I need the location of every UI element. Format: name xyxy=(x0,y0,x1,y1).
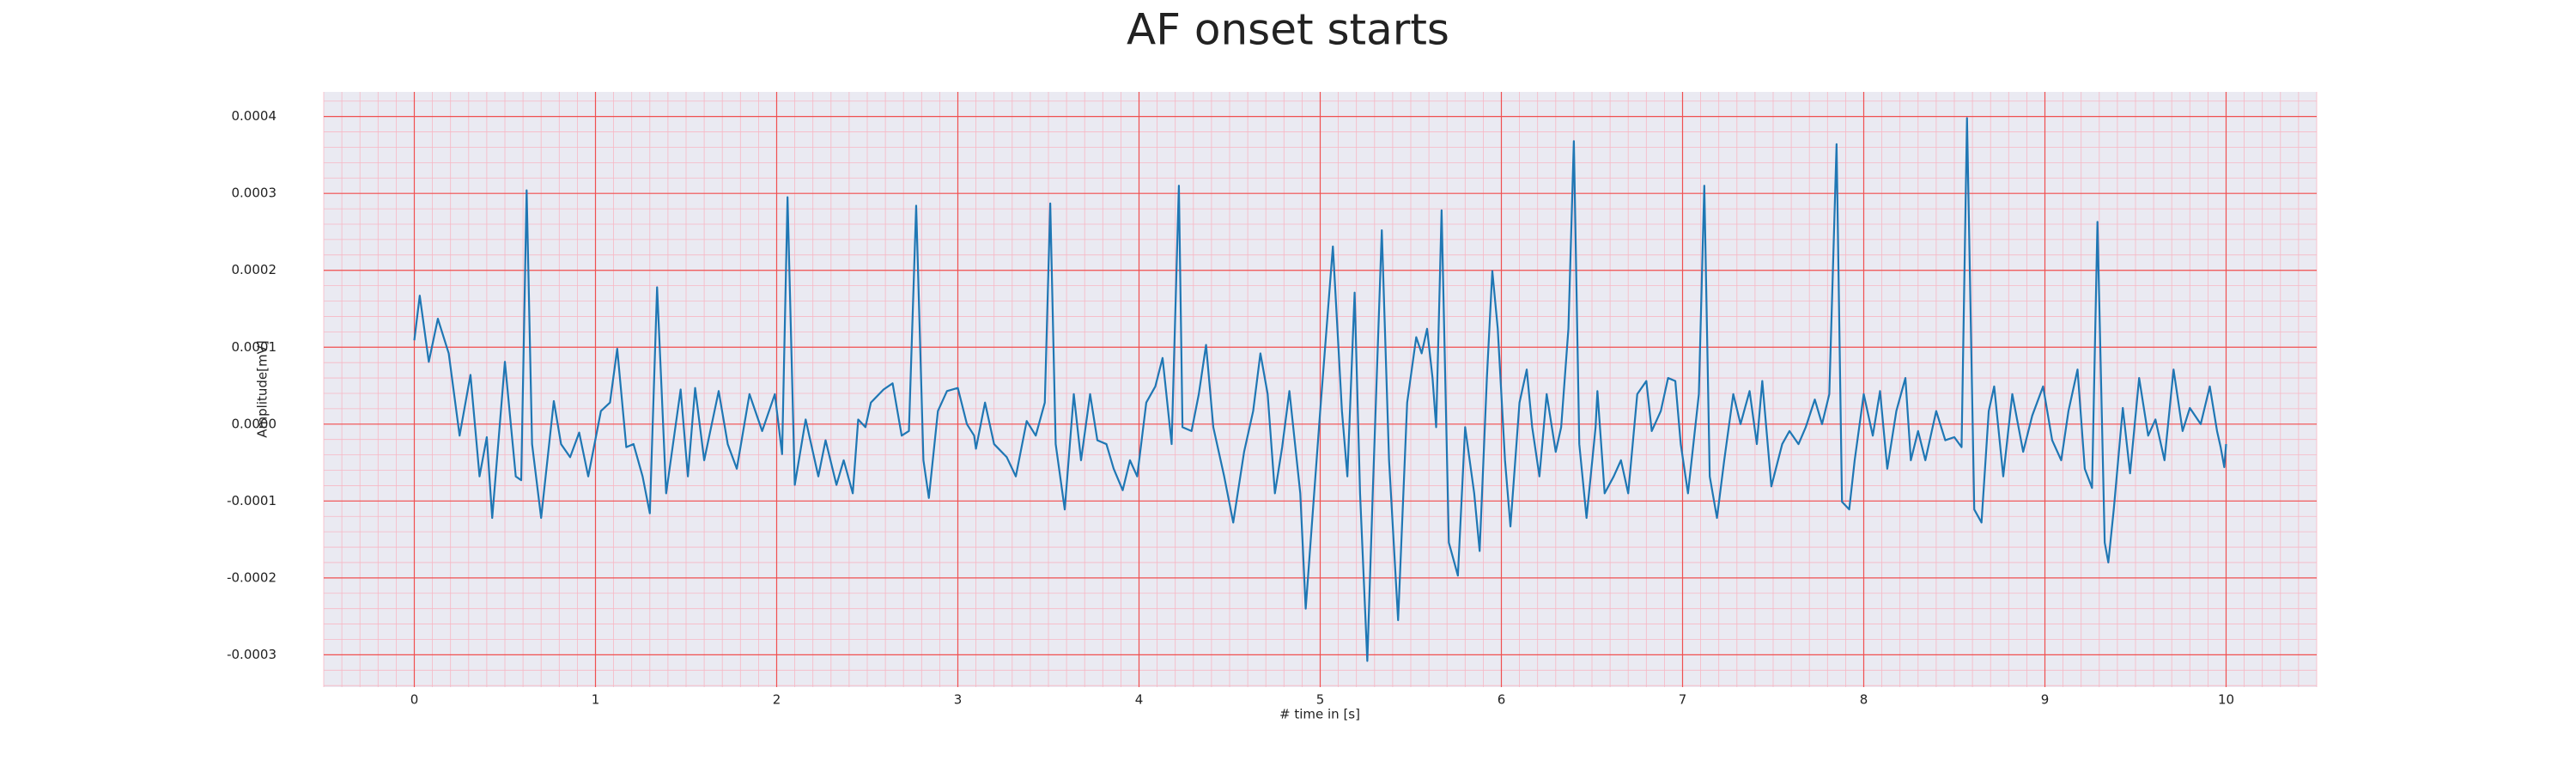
x-tick-label: 4 xyxy=(1135,692,1144,708)
marks xyxy=(413,117,2227,662)
x-tick-label: 0 xyxy=(410,692,419,708)
y-axis-label: Amplitude[mV] xyxy=(255,340,270,437)
grid xyxy=(323,92,2318,687)
signal-line xyxy=(413,117,2227,662)
y-tick-label: -0.0002 xyxy=(227,569,276,585)
x-tick-label: 8 xyxy=(1860,692,1868,708)
x-tick-label: 1 xyxy=(592,692,600,708)
y-tick-label: 0.0002 xyxy=(232,262,277,277)
x-tick-label: 5 xyxy=(1316,692,1325,708)
y-tick-label: 0.0003 xyxy=(232,186,277,201)
y-tick-label: 0.0000 xyxy=(232,416,277,431)
x-axis-label: # time in [s] xyxy=(1279,707,1360,722)
y-tick-label: -0.0001 xyxy=(227,493,276,508)
x-tick-label: 6 xyxy=(1498,692,1506,708)
chart-title: AF onset starts xyxy=(1127,5,1449,55)
x-tick-label: 7 xyxy=(1679,692,1687,708)
x-tick-label: 10 xyxy=(2218,692,2234,708)
x-tick-label: 2 xyxy=(773,692,781,708)
x-tick-label: 3 xyxy=(954,692,963,708)
y-tick-label: -0.0003 xyxy=(227,647,276,662)
y-tick-label: 0.0004 xyxy=(232,108,277,124)
y-tick-label: 0.0001 xyxy=(232,339,277,355)
x-tick-label: 9 xyxy=(2041,692,2050,708)
